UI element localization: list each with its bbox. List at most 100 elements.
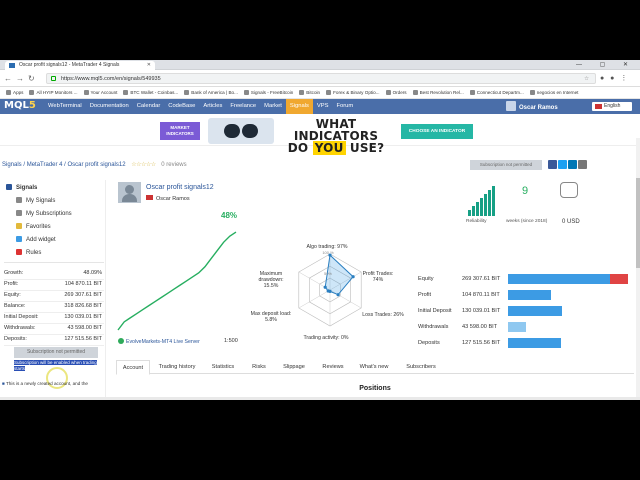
bookmark-label: Bitcoin	[306, 90, 321, 95]
sidebar-item-my-subscriptions[interactable]: My Subscriptions	[16, 210, 72, 217]
sidebar-item-label: My Signals	[26, 198, 56, 204]
choose-indicator-button[interactable]: CHOOSE AN INDICATOR	[401, 124, 473, 139]
financial-label: Deposits	[418, 340, 440, 346]
tab-slippage[interactable]: Slippage	[283, 364, 305, 370]
sidebar-item-add-widget[interactable]: Add widget	[16, 236, 56, 243]
reliability-bar	[476, 202, 479, 216]
bookmark-favicon-icon	[299, 90, 305, 95]
bookmark-item[interactable]: BTC Wallet - Coinbas...	[123, 87, 178, 98]
extensions-menu-icon[interactable]: ● ● ⋮	[600, 75, 630, 82]
user-menu[interactable]: Oscar Ramos	[506, 101, 558, 114]
sidebar-subscription-button[interactable]: Subscription not permitted	[14, 347, 98, 358]
bookmark-favicon-icon	[243, 90, 249, 95]
signal-title[interactable]: Oscar profit signals12	[146, 184, 214, 191]
avatar-body-icon	[122, 194, 137, 202]
financial-bar-extra	[610, 274, 628, 284]
bookmark-item[interactable]: Bitcoin	[299, 87, 321, 98]
forward-arrow-icon[interactable]: →	[16, 74, 24, 83]
growth-line	[117, 231, 237, 331]
ad-banner[interactable]: MARKET INDICATORS WHAT INDICATORS DO YOU…	[0, 114, 640, 155]
nav-item-vps[interactable]: VPS	[316, 103, 329, 109]
author-name: Oscar Ramos	[156, 196, 190, 202]
sidebar-item-favorites[interactable]: Favorites	[16, 223, 51, 230]
nav-item-forum[interactable]: Forum	[336, 103, 354, 109]
banner-headline-2b: YOU	[312, 141, 346, 155]
bookmark-favicon-icon	[83, 90, 89, 95]
facebook-icon[interactable]	[548, 160, 557, 169]
growth-chart	[117, 231, 237, 331]
social-share	[548, 160, 588, 171]
bookmark-item[interactable]: All HYIP Monitors ...	[29, 87, 78, 98]
bookmark-item[interactable]: Signals - FreeBitcoin	[243, 87, 293, 98]
nav-item-articles[interactable]: Articles	[203, 103, 223, 109]
nav-item-calendar[interactable]: Calendar	[136, 103, 161, 109]
nav-item-codebase[interactable]: CodeBase	[168, 103, 196, 109]
radar-label-max-deposit-load: Max deposit load: 5.8%	[250, 311, 292, 323]
bookmark-item[interactable]: Your Account	[83, 87, 117, 98]
bookmark-item[interactable]: Orders	[385, 87, 407, 98]
bookmark-favicon-icon	[326, 90, 332, 95]
site-navbar: MQL5 WebTerminal Documentation Calendar Cod…	[0, 99, 640, 114]
mql5-logo[interactable]: MQL5	[4, 100, 36, 111]
radar-label-trading-activity: Trading activity: 0%	[303, 335, 349, 341]
bookmark-item[interactable]: Bank of America | Bo...	[184, 87, 238, 98]
nav-item-freelance[interactable]: Freelance	[230, 103, 257, 109]
tab-account[interactable]: Account	[116, 360, 150, 375]
stat-label: Profit:	[4, 281, 19, 287]
url-input[interactable]: https://www.mql5.com/en/signals/549935 ☆	[46, 73, 596, 84]
close-tab-icon[interactable]: ✕	[146, 62, 151, 68]
back-arrow-icon[interactable]: ←	[4, 74, 12, 83]
breadcrumb-signal-name[interactable]: Oscar profit signals12	[67, 162, 126, 168]
signal-author[interactable]: Oscar Ramos	[146, 195, 190, 202]
page-scrollbar[interactable]	[636, 138, 640, 400]
bookmark-item[interactable]: Best Revolution Rel...	[412, 87, 464, 98]
twitter-icon[interactable]	[558, 160, 567, 169]
financial-row: Initial Deposit 130 039.01 BIT	[418, 304, 633, 318]
nav-item-documentation[interactable]: Documentation	[89, 103, 129, 109]
reload-icon[interactable]: ↻	[28, 74, 35, 83]
tab-statistics[interactable]: Statistics	[211, 364, 235, 370]
nav-item-webterminal[interactable]: WebTerminal	[48, 103, 82, 109]
nav-item-market[interactable]: Market	[264, 103, 282, 109]
stat-row: Initial Deposit: 130 039.01 BIT	[4, 314, 104, 324]
bookmark-item[interactable]: Connecticut Departm...	[469, 87, 524, 98]
bookmark-star-icon[interactable]: ☆	[584, 76, 589, 82]
subscription-not-permitted-button[interactable]: Subscription not permitted	[470, 160, 542, 170]
bookmarks-bar: Apps All HYIP Monitors ... Your Account BTC…	[0, 87, 640, 99]
financial-value: 269 307.61 BIT	[462, 276, 501, 282]
tab-reviews[interactable]: Reviews	[322, 364, 344, 370]
radar-chart	[298, 253, 362, 327]
tab-what-s-new[interactable]: What's new	[359, 364, 389, 370]
broker-server[interactable]: EvolveMarkets-MT4 Live Server	[118, 338, 200, 345]
browser-tab-strip: Oscar profit signals12 - MetaTrader 4 Si…	[0, 60, 640, 70]
language-label: English	[604, 103, 621, 109]
breadcrumb-metatrader4[interactable]: MetaTrader 4	[26, 162, 63, 168]
more-share-icon[interactable]	[578, 160, 587, 169]
scrollbar-thumb[interactable]	[636, 178, 640, 268]
nav-item-signals[interactable]: Signals	[285, 99, 313, 114]
rating-stars-icon[interactable]: ☆☆☆☆☆	[131, 162, 156, 168]
linkedin-icon[interactable]	[568, 160, 577, 169]
tab-trading-history[interactable]: Trading history	[158, 364, 196, 370]
bookmark-item[interactable]: Apps	[6, 87, 23, 98]
sidebar-signals-header[interactable]: Signals	[6, 184, 37, 191]
bookmark-item[interactable]: Forex & Binary Optio...	[326, 87, 380, 98]
breadcrumb-signals[interactable]: Signals	[2, 162, 22, 168]
bookmark-label: All HYIP Monitors ...	[36, 90, 78, 95]
window-controls[interactable]: — ▢ ✕	[575, 62, 636, 68]
tab-subscribers[interactable]: Subscribers	[406, 364, 436, 370]
reviews-count[interactable]: 0 reviews	[161, 162, 187, 168]
browser-tab[interactable]: Oscar profit signals12 - MetaTrader 4 Si…	[5, 61, 155, 70]
bookmark-item[interactable]: negocios en Internet	[529, 87, 578, 98]
stat-label: Balance:	[4, 303, 26, 309]
banner-headline: WHAT INDICATORS DO YOU USE?	[286, 118, 386, 155]
financial-label: Initial Deposit	[418, 308, 452, 314]
sidebar-item-label: Favorites	[26, 224, 51, 230]
language-select[interactable]: English	[592, 102, 632, 111]
rules-icon	[16, 249, 22, 255]
sidebar-item-my-signals[interactable]: My Signals	[16, 197, 55, 204]
sidebar-item-rules[interactable]: Rules	[16, 249, 41, 256]
bookmark-label: Best Revolution Rel...	[419, 90, 464, 95]
tab-risks[interactable]: Risks	[252, 364, 266, 370]
stat-row: Equity: 269 307.61 BIT	[4, 292, 104, 302]
